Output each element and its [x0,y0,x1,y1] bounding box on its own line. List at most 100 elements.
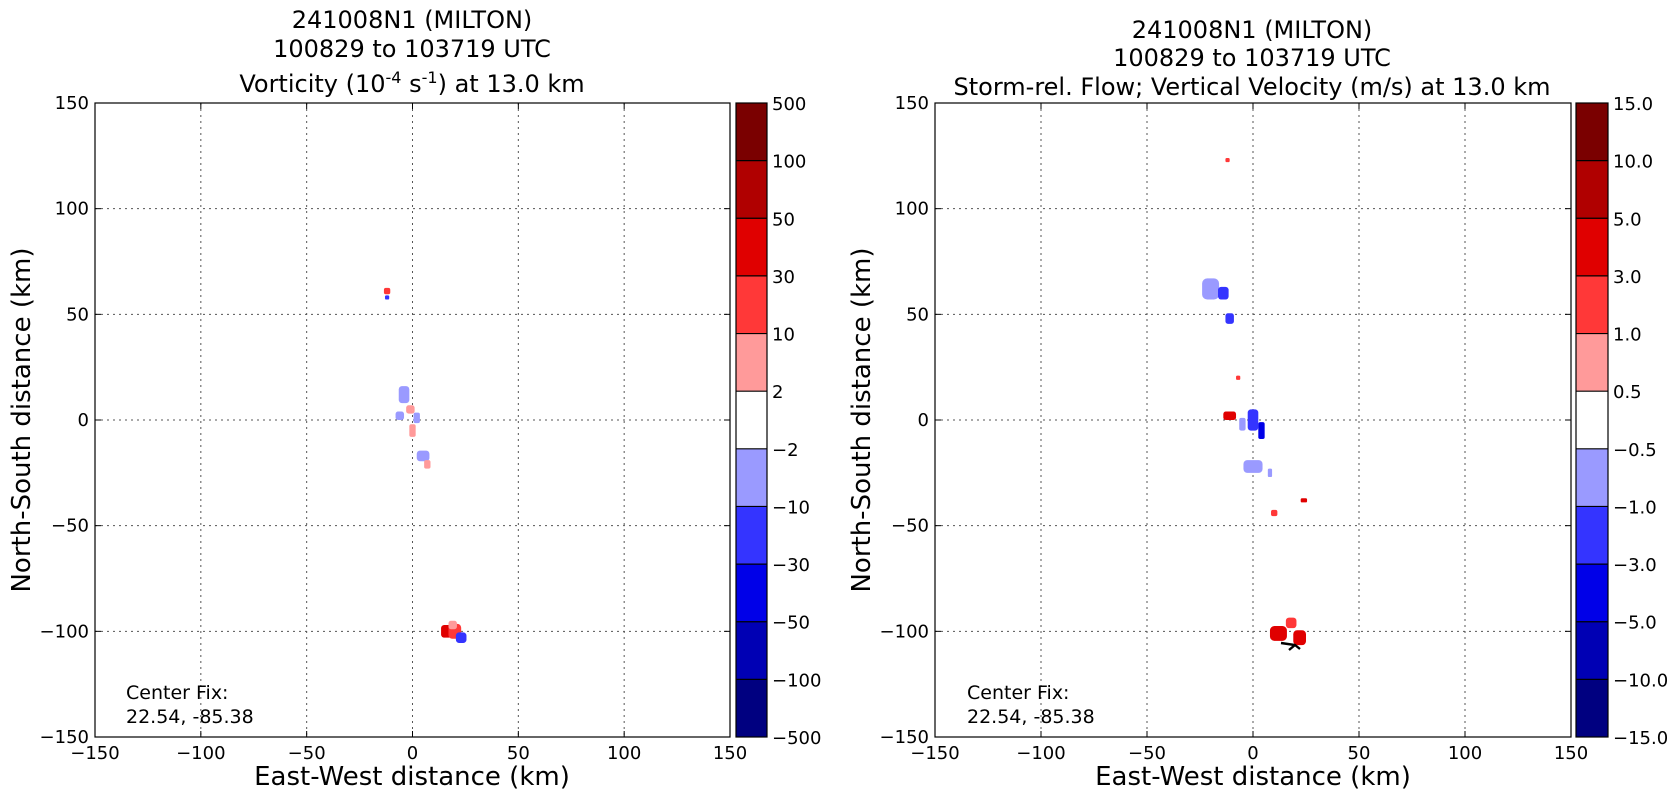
y-tick-label: 150 [55,93,89,114]
data-patch [1202,278,1220,300]
y-tick-label: 100 [895,199,929,220]
x-tick-label: −50 [288,743,326,764]
colorbar-frame [1575,102,1609,738]
left-data-patches [383,287,467,643]
data-patch [413,412,420,424]
y-tick-label: −100 [40,621,89,642]
right-title-line3: Storm-rel. Flow; Vertical Velocity (m/s)… [954,73,1551,101]
data-patch [395,411,405,420]
data-patch [416,450,430,462]
colorbar-tick-label: −100 [772,670,821,691]
colorbar-tick-label: −15.0 [1613,728,1668,749]
right-data-patches [1202,157,1308,646]
colorbar-tick-label: −1.0 [1613,497,1657,518]
right-title-line1: 241008N1 (MILTON) [1132,16,1373,44]
data-patch [384,295,390,300]
colorbar-band [1576,564,1608,622]
data-patch [409,424,416,437]
x-tick-label: 0 [1247,743,1258,764]
colorbar-tick-label: −30 [772,555,810,576]
right-center-fix-label: Center Fix: [967,682,1069,704]
data-patch [1247,409,1259,431]
y-tick-label: 0 [78,410,89,431]
left-x-ticks: −150 −100 −50 0 50 100 150 [70,103,747,764]
colorbar-tick-label: 3.0 [1613,267,1642,288]
colorbar-band [736,333,767,392]
left-center-fix-value: 22.54, -85.38 [126,706,254,728]
colorbar-tick-label: 30 [772,267,795,288]
colorbar-tick-label: −3.0 [1613,555,1657,576]
left-title-line2: 100829 to 103719 UTC [273,35,551,63]
y-tick-label: 100 [55,199,89,220]
colorbar-tick-label: −50 [772,613,810,634]
right-colorbar: 15.0 10.0 5.0 3.0 1.0 0.5 −0.5 −1.0 −3.0 −5.0 −10.… [1575,94,1668,749]
x-tick-label: −150 [70,743,119,764]
colorbar-band [1576,679,1608,737]
left-center-fix-label: Center Fix: [126,682,228,704]
vorticity-panel: 241008N1 (MILTON) 100829 to 103719 UTC V… [7,6,821,792]
data-patch [406,405,415,414]
data-patch [448,620,457,630]
colorbar-tick-label: 1.0 [1613,325,1642,346]
right-center-fix-value: 22.54, -85.38 [967,706,1095,728]
colorbar-band [1576,391,1608,449]
y-tick-label: −50 [891,516,929,537]
data-patch [1218,286,1229,300]
data-patch [424,460,431,469]
colorbar-tick-label: 5.0 [1613,209,1642,230]
data-patch [1300,498,1308,503]
right-y-ticks: 150 100 50 0 −50 −100 −150 [880,93,1571,748]
vertical-velocity-panel: 241008N1 (MILTON) 100829 to 103719 UTC S… [847,16,1668,792]
x-tick-label: 0 [407,743,418,764]
x-tick-label: 50 [507,743,530,764]
right-y-axis-label: North-South distance (km) [847,247,877,592]
data-patch [1243,460,1263,473]
colorbar-band [736,621,767,680]
colorbar-band [1576,218,1608,276]
y-tick-label: 50 [66,304,89,325]
x-tick-label: 150 [1554,743,1588,764]
colorbar-tick-label: −10.0 [1613,670,1668,691]
y-tick-label: −150 [40,727,89,748]
colorbar-frame [735,102,768,738]
colorbar-band [736,506,767,565]
data-patch [1225,313,1234,324]
x-tick-label: 150 [713,743,747,764]
y-tick-label: 0 [918,410,929,431]
colorbar-tick-label: 50 [772,209,795,230]
data-patch [1271,509,1278,517]
colorbar-tick-label: −5.0 [1613,613,1657,634]
left-x-axis-label: East-West distance (km) [254,762,570,792]
data-patch [1225,157,1230,163]
data-patch [455,632,467,643]
x-tick-label: −50 [1128,743,1166,764]
x-tick-label: −100 [176,743,225,764]
colorbar-tick-label: 15.0 [1613,94,1653,115]
colorbar-tick-label: 500 [772,94,806,115]
y-tick-label: 50 [906,304,929,325]
x-tick-label: −150 [910,743,959,764]
data-patch [1236,375,1241,380]
x-tick-label: 100 [607,743,641,764]
left-colorbar: 500 100 50 30 10 2 −2 −10 −30 −50 −100 −500 [735,94,821,749]
colorbar-band [1576,506,1608,565]
colorbar-tick-label: 0.5 [1613,382,1642,403]
data-patch [1285,617,1297,629]
colorbar-tick-label: −0.5 [1613,440,1657,461]
colorbar-band [736,103,767,161]
y-tick-label: 150 [895,93,929,114]
right-x-ticks: −150 −100 −50 0 50 100 150 [910,103,1588,764]
colorbar-band [736,275,767,334]
y-tick-label: −50 [51,516,89,537]
data-patch [398,386,410,404]
left-grid [95,103,730,737]
left-plot-frame [94,102,731,738]
colorbar-band [1576,621,1608,680]
y-tick-label: −100 [880,621,929,642]
data-patch [1293,630,1306,646]
colorbar-band [1576,275,1608,334]
left-y-ticks: 150 100 50 0 −50 −100 −150 [40,93,730,748]
colorbar-tick-label: 2 [772,382,783,403]
colorbar-band [736,564,767,622]
